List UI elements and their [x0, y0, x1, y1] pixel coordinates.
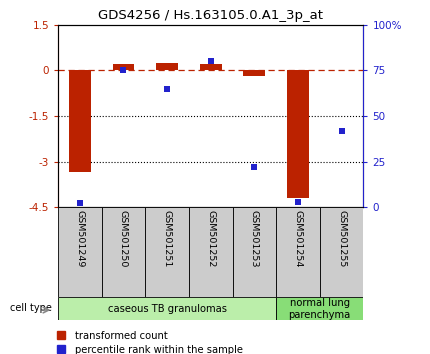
Bar	[243, 70, 265, 76]
Bar	[156, 63, 178, 70]
Bar	[276, 207, 320, 297]
Bar	[113, 64, 134, 70]
Title: GDS4256 / Hs.163105.0.A1_3p_at: GDS4256 / Hs.163105.0.A1_3p_at	[98, 9, 323, 22]
Bar	[69, 70, 91, 172]
Text: GSM501249: GSM501249	[75, 210, 84, 267]
Bar	[276, 297, 363, 320]
Text: GSM501251: GSM501251	[163, 210, 172, 267]
Text: GSM501252: GSM501252	[206, 210, 215, 267]
Text: GSM501255: GSM501255	[337, 210, 346, 267]
Bar	[189, 207, 233, 297]
Bar	[233, 207, 276, 297]
Bar	[287, 70, 309, 198]
Text: caseous TB granulomas: caseous TB granulomas	[108, 304, 227, 314]
Legend: transformed count, percentile rank within the sample: transformed count, percentile rank withi…	[47, 327, 247, 354]
Bar	[320, 207, 363, 297]
Bar	[58, 207, 101, 297]
Text: GSM501250: GSM501250	[119, 210, 128, 267]
Bar	[101, 207, 145, 297]
Text: normal lung
parenchyma: normal lung parenchyma	[289, 298, 351, 320]
Text: GSM501253: GSM501253	[250, 210, 259, 267]
Bar	[145, 207, 189, 297]
Text: GSM501254: GSM501254	[293, 210, 302, 267]
Text: cell type: cell type	[10, 303, 52, 313]
Bar	[58, 297, 276, 320]
Bar	[200, 64, 221, 70]
